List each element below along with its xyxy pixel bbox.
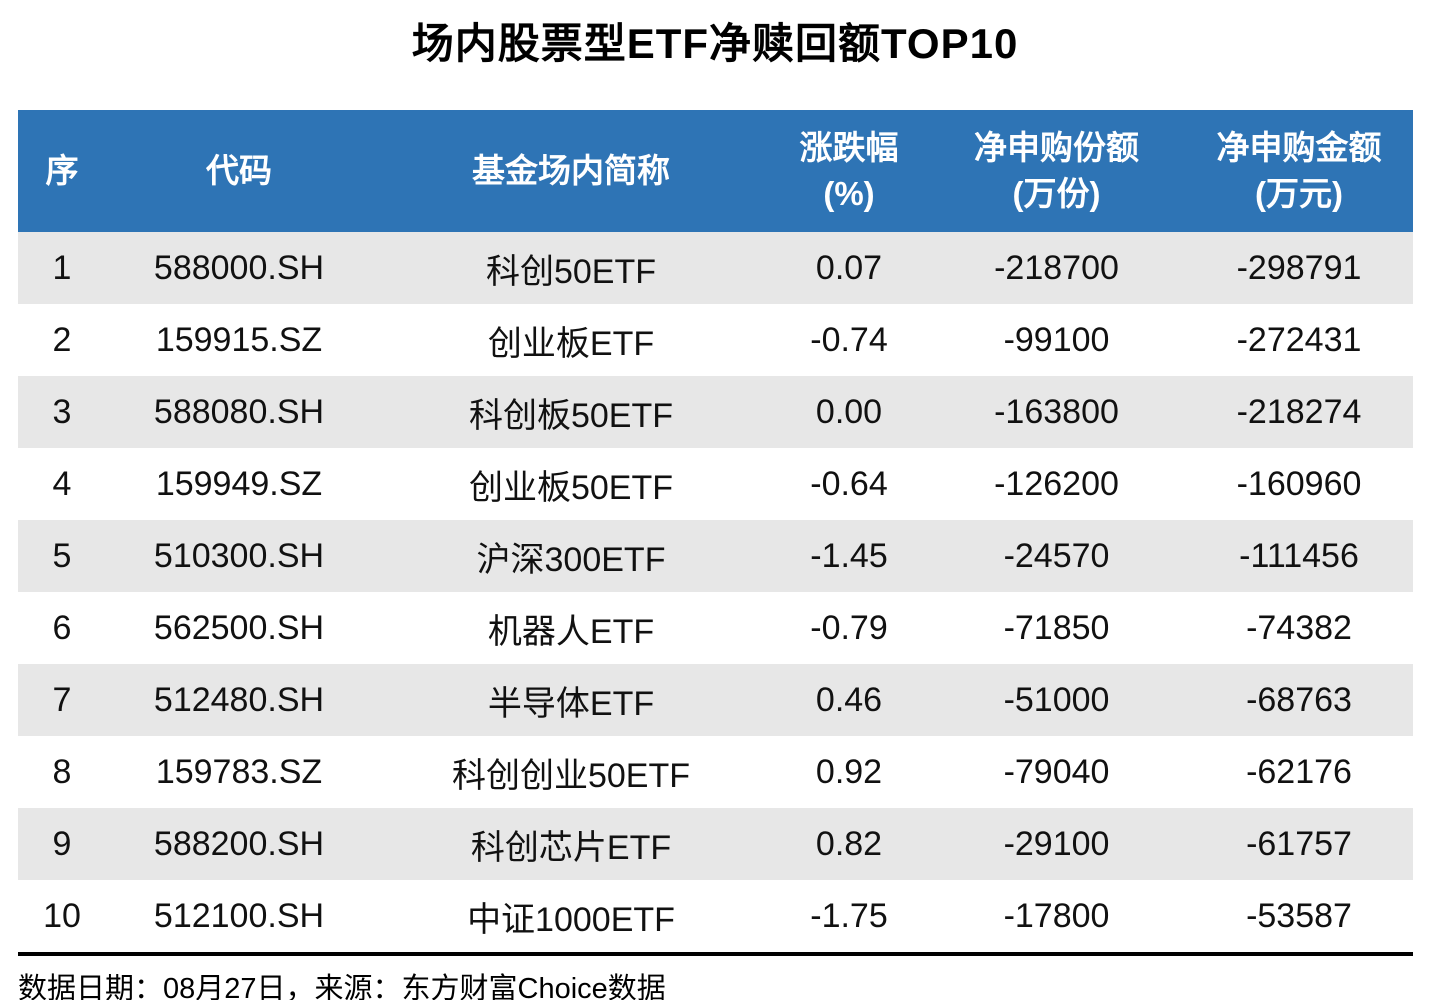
- cell-rank: 6: [52, 608, 72, 647]
- cell-rank: 9: [52, 824, 72, 863]
- cell-fund-name: 科创创业50ETF: [451, 756, 691, 795]
- cell-code: 510300.SH: [153, 536, 325, 575]
- col-header-change-pct-label: 涨跌幅: [799, 129, 899, 167]
- cell-change-pct: 0.46: [815, 680, 883, 719]
- table-row: 3 588080.SH 科创板50ETF 0.00 -163800 -21827…: [18, 376, 1413, 448]
- cell-net-shares: -126200: [994, 464, 1119, 503]
- cell-change-pct: 0.82: [815, 824, 883, 863]
- cell-net-amount: -272431: [1236, 320, 1362, 359]
- cell-change-pct: 0.07: [815, 248, 883, 287]
- cell-rank: 10: [43, 896, 81, 935]
- cell-code: 512480.SH: [153, 680, 325, 719]
- cell-change-pct: -0.74: [810, 320, 888, 359]
- col-header-code: 代码: [106, 110, 372, 232]
- cell-code: 588080.SH: [153, 392, 325, 431]
- cell-change-pct: -1.45: [810, 536, 888, 575]
- cell-net-shares: -99100: [1003, 320, 1110, 359]
- cell-net-shares: -29100: [1003, 824, 1110, 863]
- cell-fund-name: 科创50ETF: [485, 252, 657, 291]
- table-row: 5 510300.SH 沪深300ETF -1.45 -24570 -11145…: [18, 520, 1413, 592]
- table-row: 6 562500.SH 机器人ETF -0.79 -71850 -74382: [18, 592, 1413, 664]
- cell-net-shares: -17800: [1003, 896, 1110, 935]
- col-header-net-subscription-shares-unit: (万份): [1012, 175, 1101, 212]
- cell-code: 159949.SZ: [155, 464, 323, 503]
- cell-code: 588200.SH: [153, 824, 325, 863]
- cell-change-pct: 0.00: [815, 392, 883, 431]
- col-header-net-subscription-amount-unit: (万元): [1255, 175, 1343, 212]
- cell-net-amount: -53587: [1246, 896, 1352, 935]
- cell-rank: 8: [52, 752, 72, 791]
- cell-fund-name: 机器人ETF: [487, 612, 655, 651]
- cell-rank: 7: [52, 680, 72, 719]
- col-header-change-pct-unit: (%): [823, 175, 875, 212]
- cell-net-amount: -61757: [1246, 824, 1352, 863]
- cell-net-amount: -160960: [1236, 464, 1362, 503]
- cell-fund-name: 科创芯片ETF: [470, 828, 672, 867]
- col-header-net-subscription-shares-label: 净申购份额: [974, 129, 1139, 167]
- cell-rank: 4: [52, 464, 72, 503]
- cell-rank: 1: [52, 248, 72, 287]
- cell-net-shares: -24570: [1003, 536, 1110, 575]
- cell-net-shares: -163800: [994, 392, 1119, 431]
- cell-fund-name: 半导体ETF: [487, 684, 655, 723]
- col-header-rank: 序: [18, 110, 106, 232]
- page-title: 场内股票型ETF净赎回额TOP10: [411, 20, 1019, 67]
- cell-net-amount: -218274: [1236, 392, 1362, 431]
- table-row: 4 159949.SZ 创业板50ETF -0.64 -126200 -1609…: [18, 448, 1413, 520]
- cell-net-shares: -79040: [1003, 752, 1110, 791]
- table-row: 8 159783.SZ 科创创业50ETF 0.92 -79040 -62176: [18, 736, 1413, 808]
- etf-table: 序 代码 基金场内简称 涨跌幅 (%) 净申购份额 (万份) 净申购金额: [18, 110, 1413, 952]
- table-row: 2 159915.SZ 创业板ETF -0.74 -99100 -272431: [18, 304, 1413, 376]
- cell-change-pct: -0.79: [810, 608, 888, 647]
- cell-change-pct: -1.75: [810, 896, 888, 935]
- cell-fund-name: 创业板ETF: [487, 324, 655, 363]
- col-header-rank-label: 序: [45, 152, 79, 190]
- cell-rank: 5: [52, 536, 72, 575]
- table-row: 1 588000.SH 科创50ETF 0.07 -218700 -298791: [18, 232, 1413, 304]
- cell-fund-name: 中证1000ETF: [467, 900, 675, 939]
- table-row: 9 588200.SH 科创芯片ETF 0.82 -29100 -61757: [18, 808, 1413, 880]
- cell-rank: 3: [52, 392, 72, 431]
- cell-fund-name: 科创板50ETF: [468, 396, 674, 435]
- col-header-fund-name: 基金场内简称: [372, 110, 770, 232]
- col-header-net-subscription-amount: 净申购金额 (万元): [1185, 110, 1413, 232]
- table-row: 10 512100.SH 中证1000ETF -1.75 -17800 -535…: [18, 880, 1413, 952]
- cell-net-amount: -68763: [1246, 680, 1352, 719]
- col-header-change-pct: 涨跌幅 (%): [770, 110, 928, 232]
- cell-code: 512100.SH: [153, 896, 325, 935]
- cell-rank: 2: [52, 320, 72, 359]
- col-header-net-subscription-amount-label: 净申购金额: [1216, 129, 1382, 167]
- cell-net-amount: -298791: [1236, 248, 1362, 287]
- cell-code: 159915.SZ: [155, 320, 323, 359]
- col-header-net-subscription-shares: 净申购份额 (万份): [928, 110, 1185, 232]
- cell-fund-name: 沪深300ETF: [476, 540, 666, 579]
- cell-net-shares: -51000: [1003, 680, 1110, 719]
- cell-net-shares: -218700: [994, 248, 1119, 287]
- cell-fund-name: 创业板50ETF: [468, 468, 674, 507]
- cell-change-pct: -0.64: [810, 464, 888, 503]
- cell-code: 588000.SH: [153, 248, 325, 287]
- table-header-row: 序 代码 基金场内简称 涨跌幅 (%) 净申购份额 (万份) 净申购金额: [18, 110, 1413, 232]
- data-source-note: 数据日期：08月27日，来源：东方财富Choice数据: [18, 973, 666, 1000]
- cell-code: 562500.SH: [153, 608, 325, 647]
- footer-divider: [18, 952, 1413, 956]
- cell-net-amount: -62176: [1246, 752, 1352, 791]
- cell-code: 159783.SZ: [155, 752, 323, 791]
- cell-net-amount: -111456: [1239, 536, 1359, 575]
- cell-change-pct: 0.92: [815, 752, 883, 791]
- col-header-code-label: 代码: [206, 152, 272, 190]
- cell-net-amount: -74382: [1246, 608, 1352, 647]
- col-header-fund-name-label: 基金场内简称: [472, 152, 670, 190]
- cell-net-shares: -71850: [1003, 608, 1110, 647]
- table-row: 7 512480.SH 半导体ETF 0.46 -51000 -68763: [18, 664, 1413, 736]
